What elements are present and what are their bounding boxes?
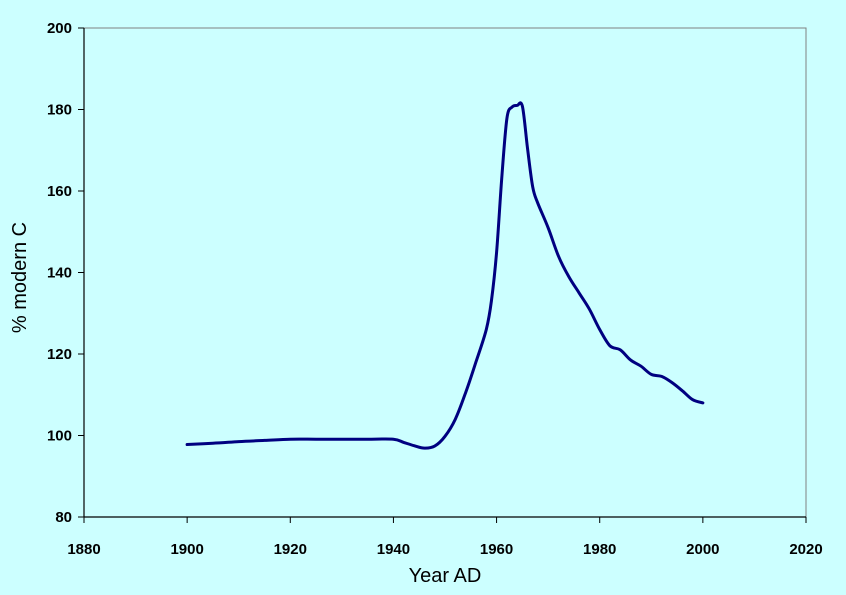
series-line — [185, 101, 705, 450]
y-tick-label: 120 — [47, 346, 72, 363]
x-tick-label: 1960 — [480, 541, 513, 558]
series-layer — [185, 101, 705, 450]
y-tick-label: 200 — [47, 20, 72, 37]
x-tick-label: 2020 — [789, 541, 822, 558]
y-tick-label: 80 — [55, 509, 72, 526]
y-axis-title: % modern C — [9, 222, 31, 333]
y-tick-label: 160 — [47, 183, 72, 200]
x-tick-label: 1940 — [377, 541, 410, 558]
x-tick-label: 1980 — [583, 541, 616, 558]
x-axis-title: Year AD — [409, 565, 482, 587]
x-tick-label: 2000 — [686, 541, 719, 558]
y-tick-label: 100 — [47, 428, 72, 445]
x-tick-label: 1920 — [274, 541, 307, 558]
x-axis-ticks: 1880 1900 1920 1940 1960 1980 2000 2020 — [67, 517, 823, 558]
y-axis-ticks: 80 100 120 140 160 180 200 — [47, 20, 84, 526]
y-tick-label: 180 — [47, 102, 72, 119]
x-tick-label: 1880 — [67, 541, 100, 558]
y-tick-label: 140 — [47, 265, 72, 282]
x-tick-label: 1900 — [170, 541, 203, 558]
